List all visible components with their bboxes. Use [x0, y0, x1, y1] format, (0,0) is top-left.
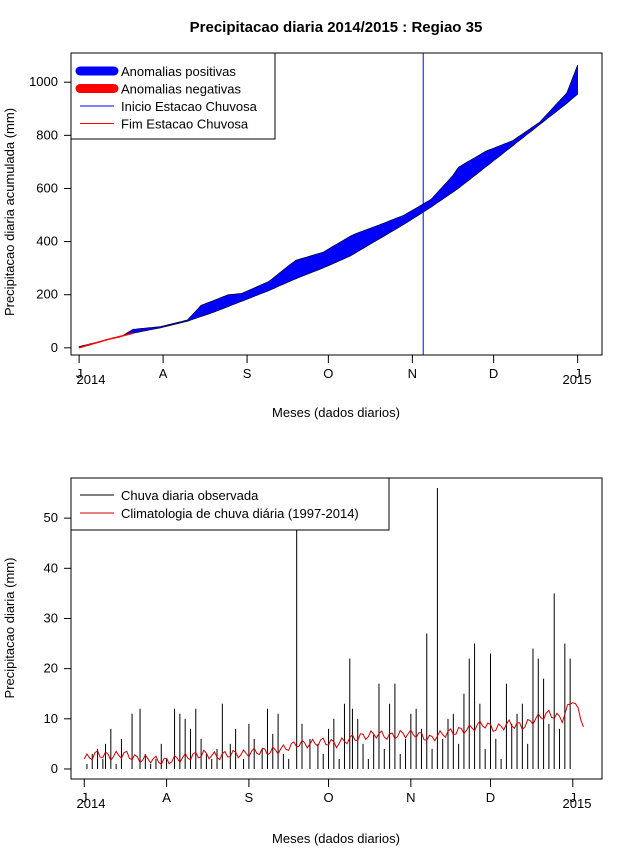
figure-title: Precipitacao diaria 2014/2015 : Regiao 3… [190, 19, 483, 36]
daily-legend-label: Climatologia de chuva diária (1997-2014) [121, 506, 359, 521]
climatology-line [83, 702, 584, 765]
accumulated-y-tick-label: 0 [51, 340, 58, 355]
accumulated-legend-label: Fim Estacao Chuvosa [121, 117, 249, 132]
daily-legend: Chuva diaria observada Climatologia de ch… [70, 477, 390, 531]
accumulated-panel: Precipitacao diaria acumulada (mm) Meses… [2, 52, 603, 420]
accumulated-x-tick-label: O [323, 366, 333, 381]
daily-x-tick-label: A [162, 790, 171, 805]
daily-legend-label: Chuva diaria observada [121, 488, 259, 503]
accumulated-plot-frame [70, 52, 603, 356]
accumulated-y-tick-label: 400 [36, 234, 58, 249]
daily-year-end: 2015 [563, 796, 592, 811]
accumulated-legend-label: Anomalias positivas [121, 64, 236, 79]
daily-x-tick-label: J [81, 790, 88, 805]
daily-legend-box [70, 477, 390, 531]
daily-year-start: 2014 [77, 796, 106, 811]
positive-anomaly-area [78, 64, 578, 349]
accumulated-x-tick-label: J [574, 366, 581, 381]
accumulated-year-start: 2014 [77, 372, 106, 387]
daily-x-tick-label: N [406, 790, 415, 805]
accumulated-legend-label: Inicio Estacao Chuvosa [121, 99, 258, 114]
daily-xlabel: Meses (dados diarios) [272, 831, 400, 846]
accumulated-legend-label: Anomalias negativas [121, 82, 241, 97]
daily-y-tick-label: 0 [51, 761, 58, 776]
accumulated-x-tick-label: N [408, 366, 417, 381]
daily-x-tick-label: O [323, 790, 333, 805]
accumulated-y-tick-label: 1000 [29, 74, 58, 89]
accumulated-legend: Anomalias positivas Anomalias negativas In… [70, 52, 276, 140]
daily-y-tick-label: 10 [44, 711, 58, 726]
daily-panel: Precipitacao diaria (mm) Meses (dados di… [2, 477, 603, 846]
accumulated-year-end: 2015 [563, 372, 592, 387]
accumulated-xlabel: Meses (dados diarios) [272, 405, 400, 420]
daily-x-tick-label: S [245, 790, 254, 805]
accumulated-y-tick-label: 600 [36, 180, 58, 195]
daily-x-tick-label: D [486, 790, 495, 805]
accumulated-x-tick-label: D [489, 366, 498, 381]
accumulated-x-tick-label: S [243, 366, 252, 381]
daily-y-tick-label: 50 [44, 510, 58, 525]
accumulated-x-tick-label: A [159, 366, 168, 381]
daily-y-tick-label: 20 [44, 661, 58, 676]
daily-x-tick-label: J [570, 790, 577, 805]
accumulated-y-tick-label: 800 [36, 127, 58, 142]
daily-y-tick-label: 30 [44, 610, 58, 625]
daily-y-tick-label: 40 [44, 560, 58, 575]
accumulated-x-tick-label: J [76, 366, 83, 381]
accumulated-y-tick-label: 200 [36, 287, 58, 302]
daily-ylabel: Precipitacao diaria (mm) [2, 558, 17, 699]
accumulated-ylabel: Precipitacao diaria acumulada (mm) [2, 108, 17, 316]
negative-anomaly-line [78, 332, 134, 349]
